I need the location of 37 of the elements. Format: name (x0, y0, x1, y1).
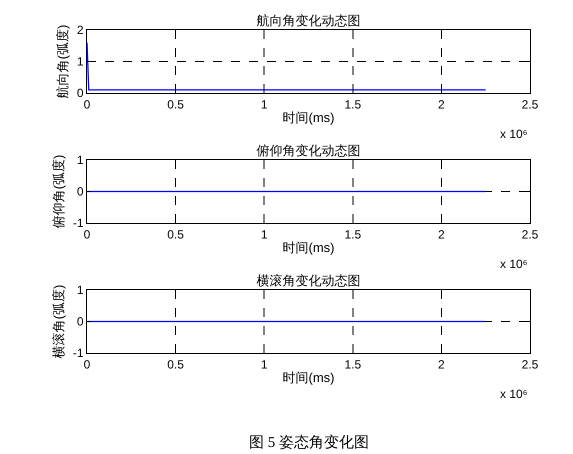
x-tick-label: 2 (438, 357, 446, 372)
y-tick-label: 0 (76, 184, 84, 199)
y-tick-label: 1 (76, 283, 84, 298)
x-tick-label: 2 (438, 97, 446, 112)
chart-title: 航向角变化动态图 (256, 13, 360, 28)
y-tick-label: -1 (72, 216, 84, 230)
x-tick-label: 2.5 (522, 97, 539, 112)
x-tick-label: 1.5 (344, 357, 362, 372)
x-tick-label: 1.5 (344, 97, 362, 112)
y-tick-label: -1 (72, 346, 84, 360)
x-axis-title: 时间(ms) (282, 370, 334, 385)
x-axis-title: 时间(ms) (282, 110, 334, 125)
x-tick-label: 2 (438, 227, 446, 242)
text: x 10⁶ (500, 257, 528, 271)
x-tick-label: 0.5 (167, 357, 184, 372)
x-tick-label: 2.5 (522, 357, 539, 372)
x-tick-label: 0.5 (167, 227, 184, 242)
y-axis-title: 横滚角(弧度) (50, 284, 66, 358)
y-tick-label: 0 (76, 86, 84, 100)
text: x 10⁶ (500, 127, 528, 141)
chart-title: 俯仰角变化动态图 (256, 143, 360, 158)
x-tick-label: 1 (260, 227, 268, 242)
x-tick-label: 1 (260, 97, 268, 112)
y-tick-label: 0 (76, 314, 84, 329)
y-tick-label: 1 (76, 153, 84, 168)
chart-title: 横滚角变化动态图 (256, 273, 360, 288)
x-tick-label: 1 (260, 357, 268, 372)
text: x 10⁶ (500, 387, 528, 401)
x-axis-title: 时间(ms) (282, 240, 334, 255)
x-tick-label: 0.5 (167, 97, 184, 112)
y-axis-title: 俯仰角(弧度) (50, 154, 66, 228)
x-tick-label: 2.5 (522, 227, 539, 242)
caption: 图 5 姿态角变化图 (249, 434, 369, 451)
y-axis-title: 航向角(弧度) (54, 24, 70, 98)
y-tick-label: 1 (76, 54, 84, 69)
y-tick-label: 2 (76, 23, 84, 38)
x-tick-label: 1.5 (344, 227, 362, 242)
